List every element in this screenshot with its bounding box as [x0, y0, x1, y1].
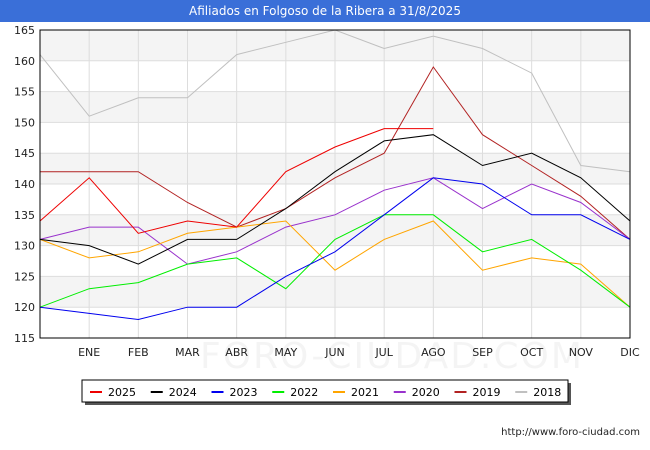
x-tick-label: ENE — [78, 346, 100, 359]
series-line-2024 — [39, 134, 631, 265]
legend-box — [81, 379, 569, 403]
series-line-2020 — [39, 177, 631, 265]
y-tick-label: 165 — [14, 24, 35, 37]
y-tick-label: 125 — [14, 270, 35, 283]
x-tick-label: OCT — [520, 346, 543, 359]
chart-title: Afiliados en Folgoso de la Ribera a 31/8… — [189, 4, 461, 18]
y-tick-label: 155 — [14, 86, 35, 99]
series-line-2023 — [39, 177, 631, 321]
series-line-2021 — [39, 220, 631, 308]
x-tick-label: ABR — [225, 346, 248, 359]
x-tick-label: DIC — [620, 346, 640, 359]
legend-label-2018: 2018 — [533, 386, 561, 399]
legend-label-2019: 2019 — [473, 386, 501, 399]
plot-border — [39, 29, 631, 339]
watermark: FORO-CIUDAD.COM — [200, 336, 584, 377]
y-tick-label: 140 — [14, 178, 35, 191]
legend-label-2023: 2023 — [230, 386, 258, 399]
legend-label-2021: 2021 — [351, 386, 379, 399]
y-tick-label: 145 — [14, 147, 35, 160]
series-line-2022 — [39, 214, 631, 308]
x-tick-label: NOV — [569, 346, 594, 359]
y-tick-label: 120 — [14, 301, 35, 314]
y-tick-label: 115 — [14, 332, 35, 345]
y-tick-label: 150 — [14, 116, 35, 129]
x-tick-label: AGO — [421, 346, 446, 359]
legend-label-2020: 2020 — [412, 386, 440, 399]
chart-title-bar: Afiliados en Folgoso de la Ribera a 31/8… — [0, 0, 650, 22]
legend-label-2022: 2022 — [290, 386, 318, 399]
x-tick-label: FEB — [128, 346, 149, 359]
series-line-2019 — [40, 66, 631, 240]
footer-url[interactable]: http://www.foro-ciudad.com — [501, 427, 640, 438]
x-tick-label: MAR — [175, 346, 200, 359]
x-tick-label: SEP — [472, 346, 493, 359]
legend-label-2025: 2025 — [108, 386, 136, 399]
y-tick-label: 130 — [14, 240, 35, 253]
y-tick-label: 160 — [14, 55, 35, 68]
series-line-2025 — [39, 128, 434, 234]
x-tick-label: MAY — [274, 346, 297, 359]
x-tick-label: JUN — [324, 346, 345, 359]
x-tick-label: JUL — [374, 346, 393, 359]
legend-label-2024: 2024 — [169, 386, 197, 399]
y-tick-label: 135 — [14, 209, 35, 222]
